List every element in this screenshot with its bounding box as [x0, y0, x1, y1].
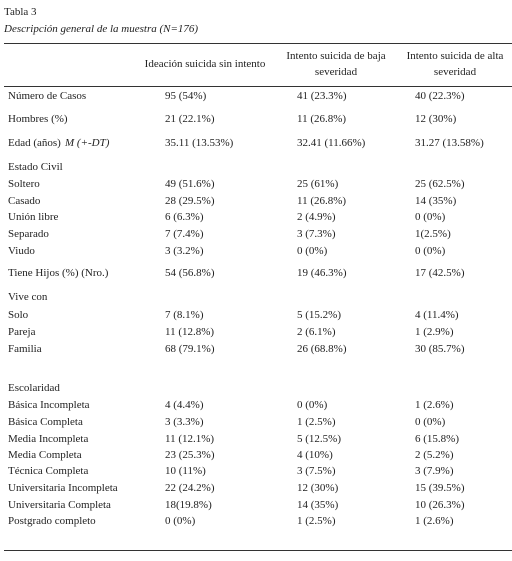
row-label: Básica Incompleta — [8, 399, 90, 411]
row-label: Universitaria Completa — [8, 499, 111, 511]
cell: 19 (46.3%) — [297, 267, 347, 279]
cell: 23 (25.3%) — [165, 449, 215, 461]
cell: 4 (11.4%) — [415, 309, 459, 321]
cell: 41 (23.3%) — [297, 90, 347, 102]
row-label: Soltero — [8, 178, 40, 190]
row-label: Hombres (%) — [8, 113, 68, 125]
top-rule — [4, 43, 512, 44]
row-label: Unión libre — [8, 211, 59, 223]
row-label: Familia — [8, 343, 42, 355]
cell: 30 (85.7%) — [415, 343, 465, 355]
cell: 68 (79.1%) — [165, 343, 215, 355]
cell: 3 (7.5%) — [297, 465, 336, 477]
row-label: Viudo — [8, 245, 35, 257]
cell: 11 (12.8%) — [165, 326, 215, 338]
cell: 95 (54%) — [165, 90, 207, 102]
row-label: Edad (años) — [8, 137, 61, 149]
row-label: Básica Completa — [8, 416, 83, 428]
cell: 3 (3.3%) — [165, 416, 204, 428]
row-label: Universitaria Incompleta — [8, 482, 118, 494]
cell: 1 (2.6%) — [415, 515, 454, 527]
cell: 40 (22.3%) — [415, 90, 465, 102]
cell: 11 (12.1%) — [165, 433, 215, 445]
row-label: Tiene Hijos (%) (Nro.) — [8, 267, 109, 279]
caption-label: Tabla 3 — [4, 6, 37, 18]
cell: 49 (51.6%) — [165, 178, 215, 190]
row-label: Número de Casos — [8, 90, 87, 102]
cell: 5 (15.2%) — [297, 309, 341, 321]
column-header: Intento suicida de baja severidad — [286, 50, 386, 78]
header-rule — [4, 86, 512, 87]
cell: 2 (4.9%) — [297, 211, 336, 223]
cell: 1 (2.6%) — [415, 399, 454, 411]
cell: 0 (0%) — [415, 211, 446, 223]
cell: 1(2.5%) — [415, 228, 451, 240]
cell: 1 (2.5%) — [297, 515, 336, 527]
cell: 26 (68.8%) — [297, 343, 347, 355]
cell: 31.27 (13.58%) — [415, 137, 484, 149]
caption-title: Descripción general de la muestra (N=176… — [4, 23, 199, 35]
cell: 3 (3.2%) — [165, 245, 204, 257]
cell: 7 (7.4%) — [165, 228, 204, 240]
cell: 0 (0%) — [415, 416, 446, 428]
cell: 4 (4.4%) — [165, 399, 204, 411]
cell: 54 (56.8%) — [165, 267, 215, 279]
cell: 12 (30%) — [415, 113, 457, 125]
cell: 22 (24.2%) — [165, 482, 215, 494]
cell: 11 (26.8%) — [297, 195, 347, 207]
cell: 4 (10%) — [297, 449, 333, 461]
section-label: Estado Civil — [8, 161, 63, 173]
cell: 12 (30%) — [297, 482, 339, 494]
cell: 32.41 (11.66%) — [297, 137, 366, 149]
cell: 25 (62.5%) — [415, 178, 465, 190]
cell: 10 (26.3%) — [415, 499, 465, 511]
row-label-italic: M (+-DT) — [65, 137, 110, 149]
row-label: Solo — [8, 309, 29, 321]
cell: 15 (39.5%) — [415, 482, 465, 494]
row-label: Media Incompleta — [8, 433, 89, 445]
cell: 10 (11%) — [165, 465, 206, 477]
cell: 6 (15.8%) — [415, 433, 459, 445]
row-label: Casado — [8, 195, 41, 207]
cell: 2 (6.1%) — [297, 326, 336, 338]
cell: 1 (2.9%) — [415, 326, 454, 338]
cell: 18(19.8%) — [165, 499, 212, 511]
cell: 17 (42.5%) — [415, 267, 465, 279]
cell: 2 (5.2%) — [415, 449, 454, 461]
cell: 5 (12.5%) — [297, 433, 341, 445]
cell: 21 (22.1%) — [165, 113, 215, 125]
cell: 14 (35%) — [415, 195, 457, 207]
section-label: Vive con — [8, 291, 48, 303]
section-label: Escolaridad — [8, 382, 60, 394]
cell: 35.11 (13.53%) — [165, 137, 234, 149]
bottom-rule — [4, 550, 512, 551]
cell: 0 (0%) — [165, 515, 196, 527]
row-label: Media Completa — [8, 449, 82, 461]
cell: 7 (8.1%) — [165, 309, 204, 321]
row-label: Técnica Completa — [8, 465, 89, 477]
cell: 3 (7.3%) — [297, 228, 336, 240]
column-header: Ideación suicida sin intento — [144, 58, 266, 70]
column-header: Intento suicida de alta severidad — [406, 50, 504, 78]
cell: 0 (0%) — [297, 399, 328, 411]
row-label: Separado — [8, 228, 49, 240]
cell: 6 (6.3%) — [165, 211, 204, 223]
cell: 3 (7.9%) — [415, 465, 454, 477]
cell: 28 (29.5%) — [165, 195, 215, 207]
cell: 14 (35%) — [297, 499, 339, 511]
cell: 11 (26.8%) — [297, 113, 347, 125]
cell: 25 (61%) — [297, 178, 339, 190]
row-label: Pareja — [8, 326, 36, 338]
row-label: Postgrado completo — [8, 515, 96, 527]
cell: 1 (2.5%) — [297, 416, 336, 428]
cell: 0 (0%) — [415, 245, 446, 257]
cell: 0 (0%) — [297, 245, 328, 257]
